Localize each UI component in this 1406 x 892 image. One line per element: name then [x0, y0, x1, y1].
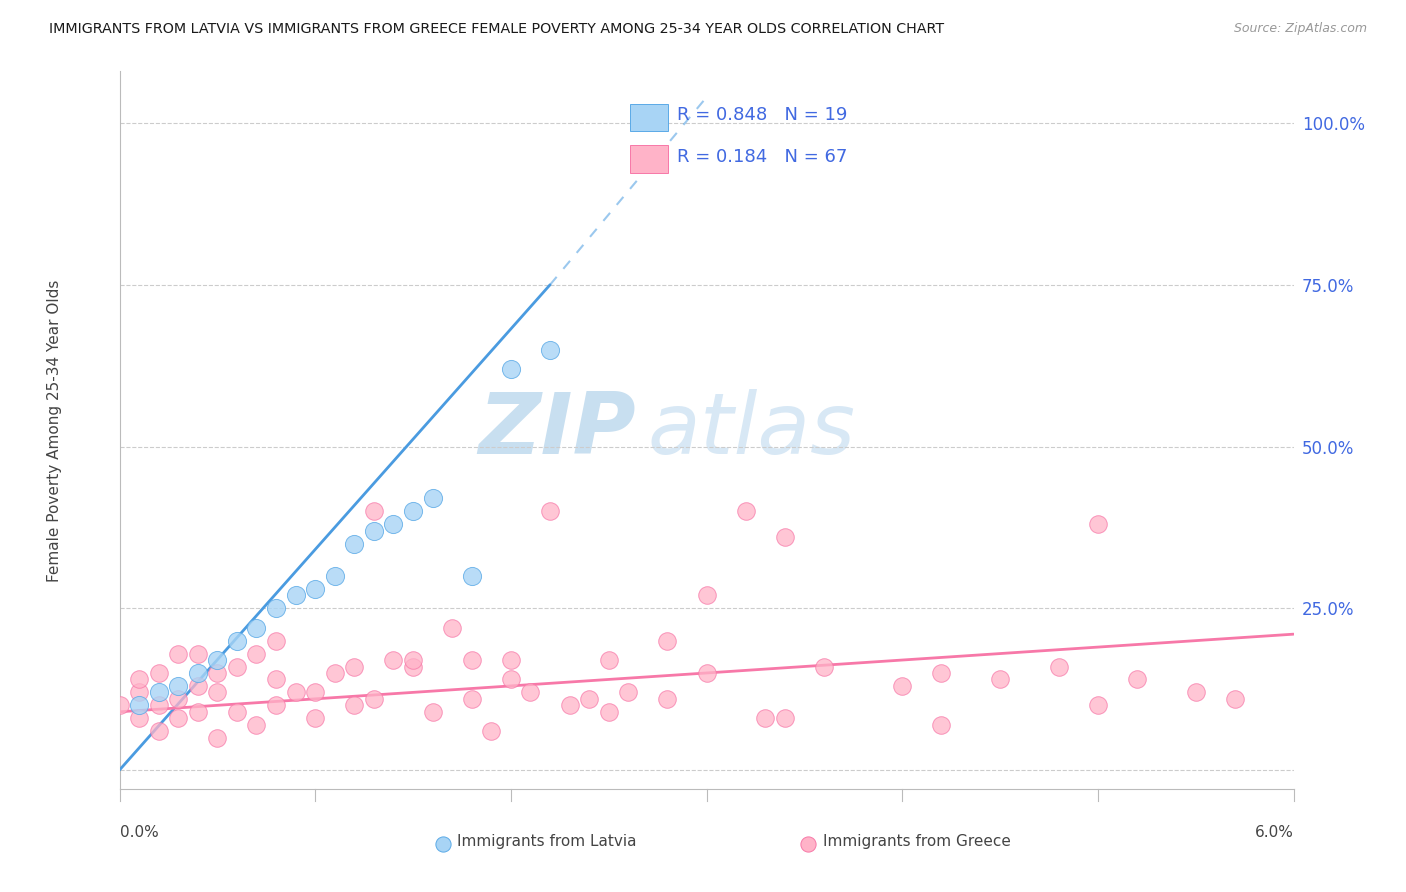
Text: R = 0.184   N = 67: R = 0.184 N = 67: [678, 148, 848, 166]
Point: [558, 698, 581, 713]
Text: Source: ZipAtlas.com: Source: ZipAtlas.com: [1233, 22, 1367, 36]
Point: [696, 665, 718, 680]
Point: [245, 621, 267, 635]
Point: [304, 711, 326, 725]
Point: [343, 536, 366, 550]
Point: [931, 717, 953, 731]
Point: [696, 588, 718, 602]
Point: [187, 665, 209, 680]
Point: [813, 659, 835, 673]
Point: [187, 705, 209, 719]
Point: [773, 530, 796, 544]
Text: ZIP: ZIP: [478, 389, 636, 472]
Point: [128, 698, 150, 713]
Point: [187, 679, 209, 693]
Point: [657, 691, 679, 706]
Point: [538, 504, 561, 518]
Point: [323, 665, 346, 680]
Point: [1184, 685, 1206, 699]
Point: [207, 653, 229, 667]
Point: [461, 691, 484, 706]
Point: [461, 569, 484, 583]
Text: Immigrants from Latvia: Immigrants from Latvia: [457, 834, 637, 848]
Point: [167, 647, 190, 661]
Text: 0.0%: 0.0%: [120, 825, 159, 840]
Point: [167, 679, 190, 693]
Point: [148, 724, 170, 739]
Point: [657, 633, 679, 648]
Point: [382, 517, 405, 532]
Point: [148, 665, 170, 680]
Text: IMMIGRANTS FROM LATVIA VS IMMIGRANTS FROM GREECE FEMALE POVERTY AMONG 25-34 YEAR: IMMIGRANTS FROM LATVIA VS IMMIGRANTS FRO…: [49, 22, 945, 37]
Point: [167, 711, 190, 725]
Point: [343, 659, 366, 673]
Point: [441, 621, 464, 635]
Point: [402, 504, 425, 518]
Point: [304, 582, 326, 596]
Point: [988, 673, 1011, 687]
Point: [363, 691, 385, 706]
Point: [1047, 659, 1070, 673]
Point: [148, 685, 170, 699]
Point: [734, 504, 756, 518]
Point: [402, 653, 425, 667]
Point: [422, 705, 444, 719]
Point: [225, 659, 249, 673]
Point: [499, 362, 522, 376]
Point: [754, 711, 776, 725]
Point: [187, 647, 209, 661]
Point: [225, 705, 249, 719]
Point: [128, 685, 150, 699]
Point: [402, 659, 425, 673]
Point: [461, 653, 484, 667]
Point: [128, 711, 150, 725]
Point: [343, 698, 366, 713]
Point: [363, 524, 385, 538]
Point: [538, 343, 561, 357]
Point: [1223, 691, 1246, 706]
Point: [578, 691, 600, 706]
Point: [207, 731, 229, 745]
Point: [304, 685, 326, 699]
Point: [207, 665, 229, 680]
Point: [519, 685, 541, 699]
Point: [1087, 698, 1109, 713]
Point: [264, 601, 287, 615]
Point: [499, 653, 522, 667]
Point: [598, 705, 620, 719]
Bar: [630, 145, 668, 173]
Point: [422, 491, 444, 506]
Point: [148, 698, 170, 713]
Point: [284, 685, 307, 699]
Point: [264, 698, 287, 713]
Point: [773, 711, 796, 725]
Point: [891, 679, 914, 693]
Point: [931, 665, 953, 680]
Bar: [630, 103, 668, 131]
Text: Female Poverty Among 25-34 Year Olds: Female Poverty Among 25-34 Year Olds: [48, 279, 62, 582]
Point: [617, 685, 640, 699]
Point: [167, 691, 190, 706]
Point: [382, 653, 405, 667]
Point: [1126, 673, 1149, 687]
Point: [264, 633, 287, 648]
Text: Immigrants from Greece: Immigrants from Greece: [823, 834, 1011, 848]
Point: [363, 504, 385, 518]
Point: [207, 685, 229, 699]
Text: R = 0.848   N = 19: R = 0.848 N = 19: [678, 106, 848, 124]
Point: [245, 717, 267, 731]
Point: [108, 698, 131, 713]
Point: [323, 569, 346, 583]
Point: [598, 653, 620, 667]
Text: atlas: atlas: [648, 389, 856, 472]
Point: [1087, 517, 1109, 532]
Point: [225, 633, 249, 648]
Point: [499, 673, 522, 687]
Point: [128, 673, 150, 687]
Point: [264, 673, 287, 687]
Point: [479, 724, 502, 739]
Point: [284, 588, 307, 602]
Text: 6.0%: 6.0%: [1254, 825, 1294, 840]
Point: [245, 647, 267, 661]
